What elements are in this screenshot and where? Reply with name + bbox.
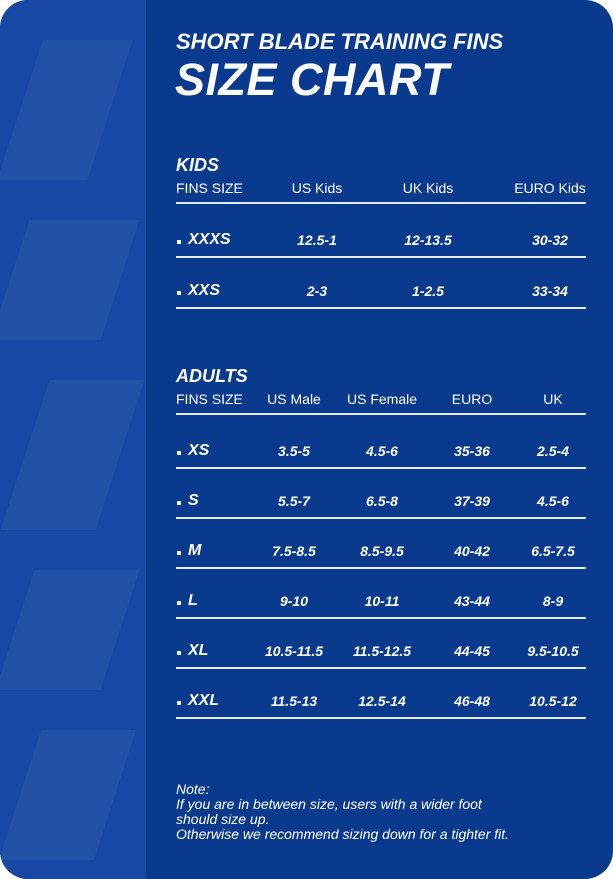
bullet (177, 240, 181, 244)
column-header: EURO Kids (514, 180, 586, 196)
header-rule (176, 202, 586, 204)
size-label: L (188, 592, 198, 609)
size-value: 8.5-9.5 (360, 543, 404, 559)
bullet (177, 701, 181, 705)
size-value: 8-9 (542, 593, 564, 609)
size-value: 33-34 (532, 283, 568, 299)
row-rule (176, 467, 586, 469)
section-title: KIDS (176, 155, 220, 175)
note-line: If you are in between size, users with a… (176, 796, 482, 812)
size-value: 2-3 (306, 283, 328, 299)
size-value: 11.5-13 (270, 693, 318, 709)
size-value: 10.5-12 (529, 693, 577, 709)
size-value: 44-45 (454, 643, 490, 659)
column-header: FINS SIZE (176, 391, 243, 407)
size-value: 30-32 (532, 232, 568, 248)
column-header: FINS SIZE (176, 180, 243, 196)
size-label: XXS (188, 282, 221, 299)
bullet (177, 601, 181, 605)
size-value: 6.5-8 (366, 493, 398, 509)
size-value: 12.5-1 (297, 232, 337, 248)
size-value: 43-44 (454, 593, 490, 609)
note-line: should size up. (176, 811, 270, 827)
size-value: 7.5-8.5 (272, 543, 316, 559)
bullet (177, 651, 181, 655)
size-value: 1-2.5 (412, 283, 444, 299)
row-rule (176, 256, 586, 258)
size-label: XS (188, 442, 210, 459)
size-label: XXXS (188, 231, 231, 248)
bullet (177, 451, 181, 455)
size-label: M (188, 542, 202, 559)
column-header: US Male (267, 391, 321, 407)
size-value: 6.5-7.5 (531, 543, 575, 559)
size-value: 11.5-12.5 (352, 643, 412, 659)
title: SIZE CHART (175, 54, 450, 105)
size-label: XL (188, 642, 209, 659)
row-rule (176, 567, 586, 569)
row-rule (176, 617, 586, 619)
size-value: 10-11 (364, 593, 400, 609)
size-value: 4.5-6 (366, 443, 398, 459)
row-rule (176, 667, 586, 669)
size-value: 9.5-10.5 (527, 643, 579, 659)
size-label: S (188, 492, 199, 509)
row-rule (176, 717, 586, 719)
note-label: Note: (176, 781, 210, 797)
size-value: 37-39 (454, 493, 490, 509)
size-value: 12.5-14 (358, 693, 406, 709)
size-value: 10.5-11.5 (264, 643, 324, 659)
column-header: UK Kids (402, 180, 454, 196)
size-value: 46-48 (454, 693, 490, 709)
section-title: ADULTS (176, 366, 248, 386)
size-value: 40-42 (454, 543, 490, 559)
bullet (177, 291, 181, 295)
size-label: XXL (188, 692, 220, 709)
column-header: EURO (451, 391, 493, 407)
size-value: 9-10 (279, 593, 309, 609)
size-value: 4.5-6 (537, 493, 569, 509)
row-rule (176, 517, 586, 519)
decorative-strip (0, 0, 146, 879)
size-value: 3.5-5 (278, 443, 310, 459)
row-rule (176, 307, 586, 309)
column-header: UK (543, 391, 563, 407)
note-line: Otherwise we recommend sizing down for a… (176, 826, 510, 842)
column-header: US Female (346, 391, 418, 407)
header-rule (176, 413, 586, 415)
size-value: 5.5-7 (278, 493, 310, 509)
bullet (177, 501, 181, 505)
bullet (177, 551, 181, 555)
size-value: 12-13.5 (404, 232, 452, 248)
subtitle: SHORT BLADE TRAINING FINS (176, 29, 504, 54)
column-header: US Kids (291, 180, 343, 196)
size-value: 35-36 (454, 443, 490, 459)
size-value: 2.5-4 (537, 443, 569, 459)
